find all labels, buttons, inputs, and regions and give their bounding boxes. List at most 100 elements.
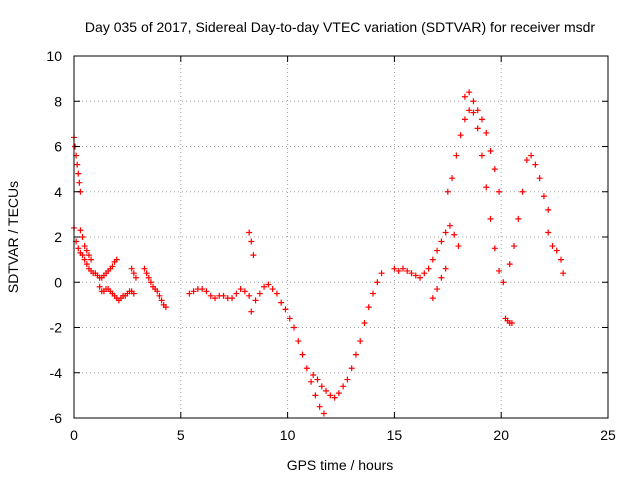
- data-point: [156, 292, 163, 299]
- data-point: [186, 290, 193, 297]
- data-point: [295, 338, 302, 345]
- data-point: [303, 365, 310, 372]
- data-point: [508, 319, 515, 326]
- data-point: [496, 188, 503, 195]
- data-point: [83, 261, 90, 268]
- y-tick-label: -6: [50, 410, 63, 426]
- data-point: [132, 274, 139, 281]
- data-point: [190, 288, 197, 295]
- data-point: [220, 292, 227, 299]
- data-point: [446, 222, 453, 229]
- data-point: [395, 267, 402, 274]
- series-s5: [128, 265, 139, 281]
- data-point: [429, 256, 436, 263]
- data-point: [162, 304, 169, 311]
- data-point: [314, 376, 321, 383]
- y-tick-label: -2: [50, 320, 63, 336]
- data-point: [246, 292, 253, 299]
- series-s2: [71, 224, 120, 281]
- data-point: [442, 265, 449, 272]
- data-point: [248, 308, 255, 315]
- data-point: [391, 265, 398, 272]
- data-point: [404, 267, 411, 274]
- data-point: [318, 383, 325, 390]
- data-point: [79, 234, 86, 240]
- data-point: [246, 229, 253, 236]
- data-point: [474, 107, 481, 114]
- data-point: [434, 247, 441, 254]
- data-point: [256, 290, 263, 297]
- data-point: [438, 238, 445, 245]
- data-point: [145, 274, 152, 281]
- data-point: [83, 247, 90, 254]
- data-point: [553, 247, 560, 254]
- data-point: [523, 157, 530, 164]
- data-point: [320, 410, 327, 417]
- data-point: [207, 292, 214, 299]
- data-point: [500, 279, 507, 286]
- data-point: [470, 98, 477, 105]
- series-s15: [502, 315, 515, 326]
- data-point: [308, 378, 315, 385]
- series-s4: [96, 283, 137, 304]
- data-point: [540, 193, 547, 200]
- data-point: [558, 256, 565, 263]
- chart-title: Day 035 of 2017, Sidereal Day-to-day VTE…: [85, 19, 595, 35]
- data-point: [261, 283, 268, 290]
- data-point: [560, 270, 567, 277]
- data-point: [374, 279, 381, 286]
- data-point: [96, 283, 103, 290]
- series-s8: [246, 229, 257, 259]
- data-point: [81, 256, 88, 263]
- data-point: [233, 290, 240, 297]
- series-s14: [461, 89, 503, 195]
- data-point: [154, 288, 161, 295]
- data-point: [417, 274, 424, 281]
- data-point: [241, 288, 248, 295]
- x-tick-label: 10: [280, 427, 296, 443]
- series-s1: [71, 134, 84, 195]
- data-point: [229, 295, 236, 302]
- data-point: [143, 270, 150, 277]
- data-point: [340, 383, 347, 390]
- data-point: [470, 109, 477, 116]
- ticks-layer: 0 5 10 15 20 25 -6 -4 -2 0 2 4 6 8 10: [46, 48, 616, 443]
- data-point: [141, 265, 148, 272]
- data-point: [113, 256, 120, 263]
- data-point: [357, 338, 364, 345]
- x-tick-label: 25: [600, 427, 616, 443]
- data-point: [466, 89, 473, 96]
- data-point: [130, 290, 137, 297]
- grid-layer: [74, 56, 608, 418]
- x-tick-label: 5: [177, 427, 185, 443]
- data-point: [286, 315, 293, 322]
- points-layer: [71, 89, 567, 417]
- data-point: [299, 351, 306, 358]
- y-tick-label: 10: [46, 48, 62, 64]
- data-point: [75, 245, 82, 252]
- series-s13: [444, 107, 507, 286]
- y-tick-label: -4: [50, 365, 63, 381]
- series-s6: [141, 265, 169, 311]
- series-s7: [186, 286, 253, 302]
- data-point: [203, 288, 210, 295]
- data-point: [483, 184, 490, 191]
- data-point: [457, 132, 464, 139]
- data-point: [88, 256, 95, 263]
- data-point: [352, 351, 359, 358]
- data-point: [378, 270, 385, 277]
- data-point: [252, 297, 259, 304]
- data-point: [335, 390, 342, 397]
- data-point: [75, 170, 82, 177]
- data-point: [451, 231, 458, 238]
- data-point: [478, 116, 485, 123]
- x-tick-label: 20: [493, 427, 509, 443]
- data-point: [158, 297, 165, 304]
- data-point: [85, 252, 92, 259]
- data-point: [528, 152, 535, 159]
- data-point: [506, 261, 513, 268]
- data-point: [478, 152, 485, 159]
- data-point: [344, 376, 351, 383]
- y-tick-label: 8: [54, 93, 62, 109]
- data-point: [248, 238, 255, 245]
